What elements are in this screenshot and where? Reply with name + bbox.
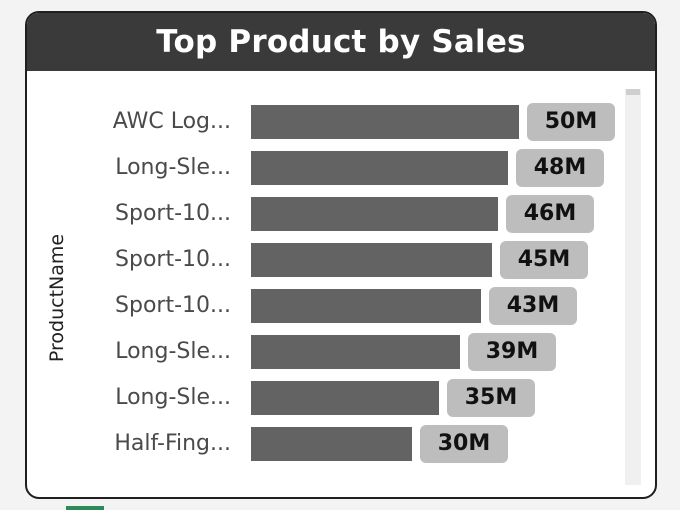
chart-card: Top Product by Sales ProductName AWC Log… (25, 11, 657, 499)
bar[interactable] (251, 427, 412, 461)
bar[interactable] (251, 289, 481, 323)
bar[interactable] (251, 243, 492, 277)
data-label: 35M (447, 379, 535, 417)
category-label: Long-Sle... (115, 339, 231, 364)
category-label: Half-Fing... (114, 431, 231, 456)
category-label: AWC Log... (112, 109, 231, 134)
category-label: Long-Sle... (115, 385, 231, 410)
page-tab-indicator (66, 506, 104, 510)
y-axis-title: ProductName (46, 233, 68, 363)
bar[interactable] (251, 151, 508, 185)
bar[interactable] (251, 105, 519, 139)
category-label: Sport-10... (115, 201, 231, 226)
category-label: Sport-10... (115, 247, 231, 272)
bar[interactable] (251, 381, 439, 415)
data-label: 50M (527, 103, 615, 141)
data-label: 45M (500, 241, 588, 279)
card-header: Top Product by Sales (27, 13, 655, 71)
category-label: Sport-10... (115, 293, 231, 318)
data-label: 43M (489, 287, 577, 325)
bar[interactable] (251, 197, 498, 231)
bar[interactable] (251, 335, 460, 369)
scrollbar-thumb[interactable] (626, 89, 640, 95)
data-label: 46M (506, 195, 594, 233)
data-label: 30M (420, 425, 508, 463)
scrollbar[interactable] (625, 89, 641, 485)
data-label: 39M (468, 333, 556, 371)
category-label: Long-Sle... (115, 155, 231, 180)
data-label: 48M (516, 149, 604, 187)
chart-title: Top Product by Sales (156, 24, 526, 60)
